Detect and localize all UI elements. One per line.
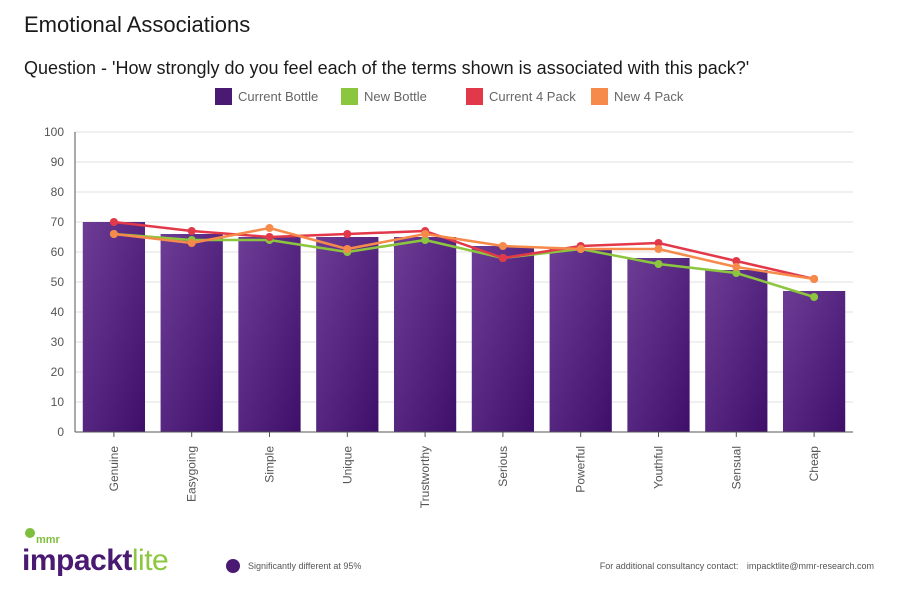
significance-note: Significantly different at 95% [226, 559, 361, 573]
point-new-4-pack-easygoing [187, 239, 196, 247]
bar-current-bottle-genuine [82, 222, 146, 432]
y-tick-label-10: 10 [51, 395, 65, 409]
point-new-4-pack-genuine [109, 230, 118, 238]
line-current-4-pack [113, 220, 815, 281]
x-tick-label-powerful: Powerful [574, 446, 588, 493]
point-current-4-pack-simple [265, 233, 274, 241]
legend-swatch-current-4-pack [466, 88, 483, 105]
point-current-4-pack-serious [498, 254, 507, 262]
legend-swatch-new-bottle [341, 88, 358, 105]
point-new-4-pack-cheap [810, 275, 819, 283]
x-tick-label-genuine: Genuine [107, 446, 121, 492]
contact-email[interactable]: impacktlite@mmr-research.com [746, 561, 874, 571]
y-tick-label-100: 100 [44, 125, 64, 139]
point-current-4-pack-youthful [654, 239, 663, 247]
legend-label-new-4-pack: New 4 Pack [614, 89, 684, 104]
y-tick-label-30: 30 [51, 335, 65, 349]
logo-word-impackt: impackt [22, 544, 132, 577]
x-tick-label-easygoing: Easygoing [185, 446, 199, 502]
bar-current-bottle-sensual [705, 270, 768, 432]
legend-label-new-bottle: New Bottle [364, 89, 427, 104]
logo-word-lite: lite [131, 544, 169, 577]
x-tick-label-youthful: Youthful [652, 446, 666, 489]
point-current-4-pack-easygoing [187, 227, 196, 235]
y-tick-label-60: 60 [51, 245, 65, 259]
bar-current-bottle-trustworthy [393, 237, 457, 432]
page-title: Emotional Associations [24, 12, 251, 37]
y-tick-label-50: 50 [51, 275, 65, 289]
bar-series [82, 222, 846, 432]
legend-item-new-bottle: New Bottle [341, 88, 427, 105]
point-current-4-pack-genuine [109, 218, 118, 226]
bar-current-bottle-unique [316, 237, 379, 432]
point-new-4-pack-powerful [576, 245, 585, 253]
contact-info: For additional consultancy contact: impa… [600, 561, 874, 571]
point-new-4-pack-youthful [654, 245, 663, 253]
impacktlite-logo: mmr impacktlite [22, 528, 212, 586]
axes: 0 10 20 30 40 50 60 70 80 90 100 Genuine Easygoing Si… [44, 125, 853, 508]
x-tick-label-cheap: Cheap [807, 446, 821, 482]
point-new-4-pack-trustworthy [421, 230, 430, 238]
y-tick-label-40: 40 [51, 305, 65, 319]
legend-swatch-current-bottle [215, 88, 232, 105]
point-new-bottle-youthful [654, 260, 663, 268]
bar-current-bottle-simple [238, 237, 301, 432]
point-new-4-pack-simple [265, 224, 274, 232]
y-tick-label-0: 0 [57, 425, 64, 439]
bar-current-bottle-serious [471, 246, 535, 432]
y-tick-label-90: 90 [51, 155, 65, 169]
line-new-4-pack [113, 226, 815, 281]
line-new-bottle [113, 232, 815, 299]
legend-label-current-4-pack: Current 4 Pack [489, 89, 576, 104]
point-new-bottle-sensual [732, 269, 741, 277]
significance-dot-icon [226, 559, 240, 573]
line-series [109, 218, 819, 301]
x-tick-label-sensual: Sensual [729, 446, 743, 489]
significance-note-text: Significantly different at 95% [248, 561, 362, 571]
point-new-bottle-cheap [810, 293, 819, 301]
question-text: Question - 'How strongly do you feel eac… [24, 58, 750, 78]
bar-current-bottle-cheap [782, 291, 846, 432]
bar-current-bottle-powerful [549, 249, 612, 432]
point-new-4-pack-sensual [732, 263, 741, 271]
y-tick-label-80: 80 [51, 185, 65, 199]
chart-plot: 0 10 20 30 40 50 60 70 80 90 100 Genuine Easygoing Si… [44, 125, 853, 508]
logo-mmr-text: mmr [36, 534, 60, 546]
point-new-4-pack-unique [343, 245, 352, 253]
legend-swatch-new-4-pack [591, 88, 608, 105]
legend-item-current-4-pack: Current 4 Pack [466, 88, 576, 105]
point-new-4-pack-serious [498, 242, 507, 250]
point-new-bottle-trustworthy [421, 236, 430, 244]
x-tick-label-trustworthy: Trustworthy [418, 446, 432, 508]
x-tick-label-unique: Unique [340, 446, 354, 484]
x-tick-label-simple: Simple [263, 446, 277, 483]
point-current-4-pack-unique [343, 230, 352, 238]
bar-current-bottle-easygoing [160, 234, 223, 432]
legend-label-current-bottle: Current Bottle [238, 89, 319, 104]
bar-current-bottle-youthful [627, 258, 690, 432]
legend-item-new-4-pack: New 4 Pack [591, 88, 683, 105]
x-tick-label-serious: Serious [496, 446, 510, 487]
legend-item-current-bottle: Current Bottle [215, 88, 318, 105]
contact-label: For additional consultancy contact: [599, 561, 739, 571]
y-tick-label-70: 70 [51, 215, 65, 229]
point-current-4-pack-sensual [732, 257, 741, 265]
y-tick-label-20: 20 [51, 365, 65, 379]
logo-wordmark: impacktlite [22, 544, 169, 578]
logo-dot-icon [25, 528, 35, 538]
chart-legend: Current Bottle New Bottle Current 4 Pack… [0, 88, 900, 108]
